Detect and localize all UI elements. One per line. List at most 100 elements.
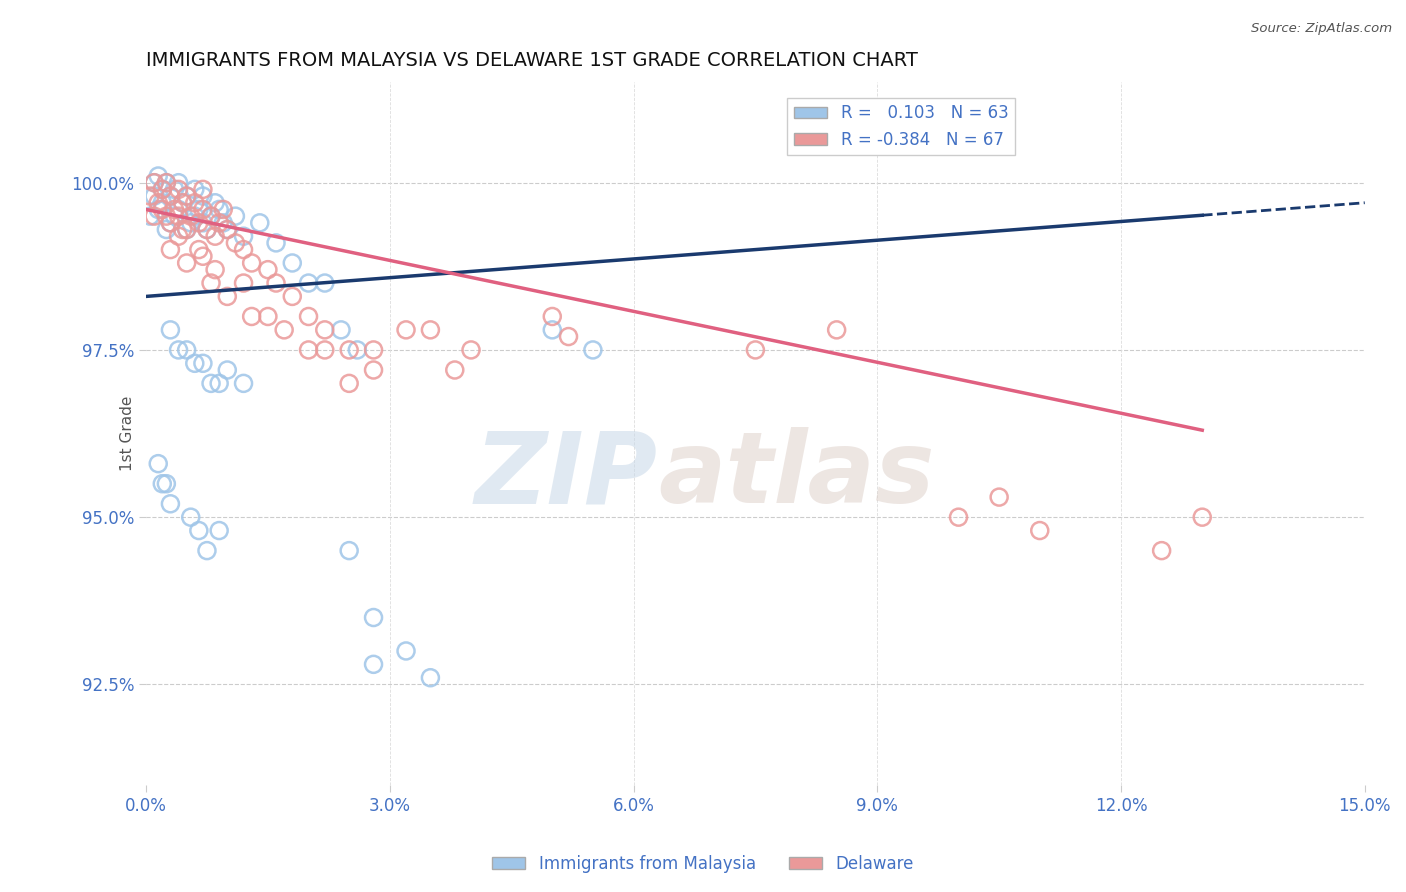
Point	[264, 235, 287, 250]
Text: atlas: atlas	[658, 427, 935, 524]
Point	[143, 176, 166, 190]
Point	[159, 323, 181, 337]
Point	[172, 222, 194, 236]
Point	[155, 176, 177, 190]
Point	[167, 176, 190, 190]
Point	[557, 329, 579, 343]
Y-axis label: 1st Grade: 1st Grade	[120, 396, 135, 471]
Point	[191, 216, 214, 230]
Point	[139, 189, 162, 203]
Point	[195, 222, 218, 236]
Point	[184, 209, 207, 223]
Point	[191, 202, 214, 217]
Point	[363, 657, 385, 672]
Point	[460, 343, 482, 357]
Point	[281, 289, 304, 303]
Point	[419, 671, 441, 685]
Point	[217, 289, 239, 303]
Point	[176, 222, 198, 236]
Text: Source: ZipAtlas.com: Source: ZipAtlas.com	[1251, 22, 1392, 36]
Point	[150, 182, 173, 196]
Point	[180, 209, 202, 223]
Point	[148, 169, 170, 183]
Point	[208, 216, 231, 230]
Point	[195, 543, 218, 558]
Point	[395, 323, 418, 337]
Point	[232, 376, 254, 391]
Point	[217, 222, 239, 236]
Point	[297, 343, 319, 357]
Point	[232, 243, 254, 257]
Point	[443, 363, 465, 377]
Point	[337, 343, 360, 357]
Point	[184, 195, 207, 210]
Point	[363, 363, 385, 377]
Point	[204, 229, 226, 244]
Point	[337, 543, 360, 558]
Point	[419, 323, 441, 337]
Point	[346, 343, 368, 357]
Point	[208, 524, 231, 538]
Point	[257, 262, 280, 277]
Point	[208, 202, 231, 217]
Point	[297, 276, 319, 290]
Point	[200, 209, 222, 223]
Point	[150, 202, 173, 217]
Point	[273, 323, 295, 337]
Point	[159, 243, 181, 257]
Point	[176, 189, 198, 203]
Text: IMMIGRANTS FROM MALAYSIA VS DELAWARE 1ST GRADE CORRELATION CHART: IMMIGRANTS FROM MALAYSIA VS DELAWARE 1ST…	[146, 51, 918, 70]
Point	[167, 343, 190, 357]
Point	[1191, 510, 1213, 524]
Point	[176, 222, 198, 236]
Point	[150, 195, 173, 210]
Legend: R =   0.103   N = 63, R = -0.384   N = 67: R = 0.103 N = 63, R = -0.384 N = 67	[787, 98, 1015, 155]
Point	[159, 216, 181, 230]
Point	[191, 249, 214, 263]
Point	[167, 209, 190, 223]
Point	[187, 202, 209, 217]
Point	[541, 310, 564, 324]
Point	[176, 343, 198, 357]
Point	[204, 195, 226, 210]
Point	[187, 243, 209, 257]
Point	[212, 216, 235, 230]
Point	[988, 490, 1011, 504]
Point	[150, 182, 173, 196]
Point	[240, 310, 263, 324]
Point	[825, 323, 848, 337]
Point	[148, 457, 170, 471]
Point	[148, 195, 170, 210]
Point	[1029, 524, 1052, 538]
Point	[257, 310, 280, 324]
Point	[217, 222, 239, 236]
Point	[150, 476, 173, 491]
Point	[200, 276, 222, 290]
Point	[159, 497, 181, 511]
Point	[143, 189, 166, 203]
Point	[948, 510, 970, 524]
Point	[208, 376, 231, 391]
Point	[330, 323, 353, 337]
Point	[187, 216, 209, 230]
Point	[191, 182, 214, 196]
Point	[224, 235, 246, 250]
Point	[232, 276, 254, 290]
Text: ZIP: ZIP	[475, 427, 658, 524]
Point	[249, 216, 271, 230]
Point	[163, 182, 186, 196]
Point	[172, 195, 194, 210]
Point	[314, 276, 336, 290]
Point	[139, 209, 162, 223]
Point	[217, 363, 239, 377]
Legend: Immigrants from Malaysia, Delaware: Immigrants from Malaysia, Delaware	[485, 848, 921, 880]
Point	[264, 276, 287, 290]
Point	[180, 216, 202, 230]
Point	[297, 310, 319, 324]
Point	[184, 356, 207, 370]
Point	[159, 189, 181, 203]
Point	[176, 189, 198, 203]
Point	[281, 256, 304, 270]
Point	[240, 256, 263, 270]
Point	[541, 323, 564, 337]
